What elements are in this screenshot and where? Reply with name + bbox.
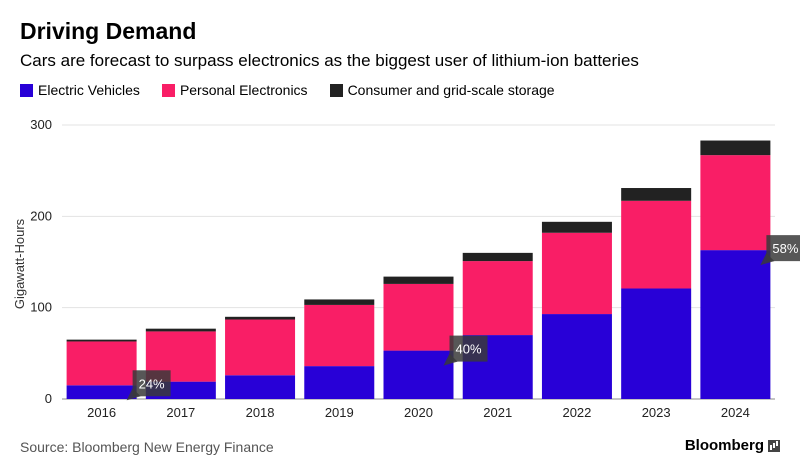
x-tick-label-2020: 2020 [404,405,433,420]
bar-2018-series-0 [225,375,296,399]
bar-chart-icon [768,439,780,452]
legend-label-storage: Consumer and grid-scale storage [347,82,555,98]
annotation-pointer-2024 [760,253,775,266]
x-tick-label-2021: 2021 [483,405,512,420]
bar-2019-series-2 [304,299,375,305]
bar-2023-series-2 [621,188,692,201]
bar-2018-series-1 [225,319,296,376]
legend-item-electric-vehicles: Electric Vehicles [20,82,140,98]
bar-2019-series-1 [304,304,375,367]
bar-2016-series-2 [66,339,137,342]
legend-item-storage: Consumer and grid-scale storage [329,82,555,98]
bar-2018-series-2 [225,316,296,320]
annotation-pointer-2020 [443,353,458,366]
bar-2022-series-2 [541,221,612,233]
bar-2023-series-1 [621,200,692,289]
x-tick-label-2024: 2024 [721,405,750,420]
bar-2024-series-0 [700,250,771,399]
bar-2021-series-1 [462,261,533,336]
bar-2024-series-1 [700,155,771,251]
chart-title: Driving Demand [20,18,197,44]
bar-2024-series-2 [700,140,771,156]
legend-item-personal-electronics: Personal Electronics [161,82,308,98]
annotation-2020: 40% [443,335,488,366]
annotation-box-2020 [449,335,488,362]
legend-label-personal-electronics: Personal Electronics [179,82,308,98]
y-tick-label-300: 300 [30,117,52,132]
chart-subtitle: Cars are forecast to surpass electronics… [20,51,639,70]
y-tick-label-0: 0 [45,391,52,406]
x-tick-label-2018: 2018 [246,405,275,420]
bar-2020-series-1 [383,283,454,351]
bar-2020-series-2 [383,276,454,284]
brand-logo: Bloomberg [685,437,780,454]
annotation-label-2016: 24% [139,376,165,391]
annotation-label-2020: 40% [455,342,481,357]
y-axis-label: Gigawatt-Hours [12,218,27,309]
bar-2022-series-1 [541,232,612,315]
legend-swatch-electric-vehicles [20,83,33,97]
brand-name: Bloomberg [684,437,764,454]
source-note: Source: Bloomberg New Energy Finance [20,439,274,455]
bar-2023-series-0 [621,288,692,399]
legend-swatch-personal-electronics [161,83,175,97]
annotation-label-2024: 58% [772,241,798,256]
annotation-box-2016 [132,370,171,397]
chart-legend: Electric Vehicles Personal Electronics C… [20,82,577,98]
x-tick-label-2022: 2022 [562,405,591,420]
legend-swatch-storage [329,83,343,97]
x-tick-label-2017: 2017 [166,405,195,420]
legend-label-electric-vehicles: Electric Vehicles [38,82,140,98]
annotation-2016: 24% [126,370,171,401]
x-tick-label-2019: 2019 [325,405,354,420]
bar-2019-series-0 [304,366,375,399]
annotation-box-2024 [766,235,800,262]
y-tick-label-100: 100 [30,300,52,315]
x-tick-label-2023: 2023 [642,405,671,420]
bar-2020-series-0 [383,350,454,399]
bar-2022-series-0 [541,314,612,399]
annotation-2024: 58% [760,235,800,266]
x-tick-label-2016: 2016 [87,405,116,420]
bar-2016-series-0 [66,385,137,399]
bar-2016-series-1 [66,341,137,386]
bar-2021-series-2 [462,252,533,262]
y-tick-label-200: 200 [30,208,52,223]
annotation-pointer-2016 [126,388,141,401]
bar-2017-series-2 [145,328,216,332]
